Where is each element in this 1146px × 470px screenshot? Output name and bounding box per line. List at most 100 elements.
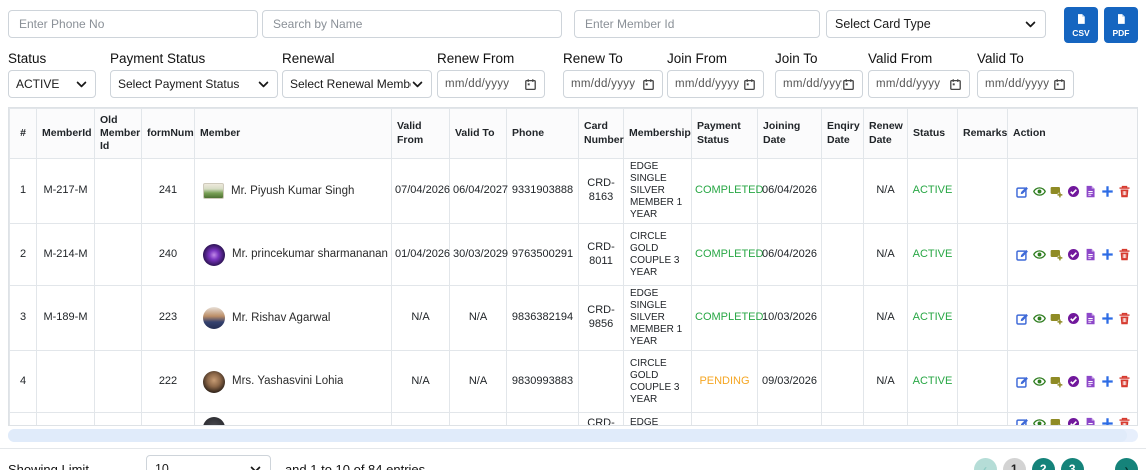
pagination-next-button[interactable]: › [1115,457,1138,470]
delete-icon[interactable] [1118,312,1131,325]
approve-icon[interactable] [1067,185,1080,198]
view-icon[interactable] [1033,417,1046,425]
view-icon[interactable] [1033,375,1046,388]
filter-label-join-to: Join To [775,51,818,66]
cell-payment-status: COMPLETED [691,223,763,286]
invoice-icon[interactable] [1084,248,1097,261]
cell-membership: EDGE SILVER [623,412,692,425]
cell-num: 3 [9,285,37,351]
join-to-date-input[interactable]: mm/dd/yyyy [775,70,863,98]
invoice-icon[interactable] [1084,185,1097,198]
payment-status-select[interactable]: Select Payment Status [110,70,278,98]
renew-from-date-input[interactable]: mm/dd/yyyy [437,70,545,98]
cell-joining-date: 10/03/2026 [757,285,822,351]
filter-group-valid-from: Valid From mm/dd/yyyy [868,51,970,98]
cell-num: 4 [9,350,37,413]
valid-from-date-input[interactable]: mm/dd/yyyy [868,70,970,98]
view-icon[interactable] [1033,312,1046,325]
add-icon[interactable] [1101,248,1114,261]
invoice-icon[interactable] [1084,312,1097,325]
pagination: ‹ 1 2 3.... › [973,457,1138,470]
approve-icon[interactable] [1067,248,1080,261]
cell-member-id: M-214-M [36,223,95,286]
renewal-select[interactable]: Select Renewal Members [282,70,432,98]
delete-icon[interactable] [1118,185,1131,198]
renew-to-date-input[interactable]: mm/dd/yyyy [563,70,663,98]
cell-old-member-id [94,158,142,224]
add-icon[interactable] [1101,375,1114,388]
cell-old-member-id [94,350,142,413]
cell-form-num [141,412,195,425]
card-add-icon[interactable] [1050,248,1063,261]
cell-joining-date: 09/03/2026 [757,350,822,413]
export-pdf-button[interactable]: PDF [1104,7,1138,43]
cell-joining-date: 06/04/2026 [757,223,822,286]
calendar-icon [842,78,855,91]
horizontal-scrollbar-thumb[interactable] [8,429,1127,442]
card-type-select[interactable]: Select Card Type [826,10,1046,38]
filter-group-status: Status ACTIVE [8,51,96,98]
view-icon[interactable] [1033,248,1046,261]
delete-icon[interactable] [1118,375,1131,388]
valid-to-date-input[interactable]: mm/dd/yyyy [977,70,1074,98]
member-name: Mr. Piyush Kumar Singh [231,184,355,197]
pdf-button-label: PDF [1112,27,1130,38]
cell-status: ACTIVE [907,350,958,413]
column-header-memberid: MemberId [36,108,95,159]
csv-button-label: CSV [1072,27,1090,38]
invoice-icon[interactable] [1084,375,1097,388]
cell-num: 1 [9,158,37,224]
edit-icon[interactable] [1016,375,1029,388]
pagination-page-1[interactable]: 1 [1002,457,1026,470]
add-icon[interactable] [1101,417,1114,425]
delete-icon[interactable] [1118,248,1131,261]
cell-payment-status [691,412,758,425]
cell-membership: CIRCLE GOLD COUPLE 3 YEAR [623,350,692,413]
export-csv-button[interactable]: CSV [1064,7,1098,43]
cell-renew-date: N/A [863,158,908,224]
cell-card-number [578,350,624,413]
name-search-input[interactable] [262,10,562,38]
view-icon[interactable] [1033,185,1046,198]
member-id-search-input[interactable] [574,10,820,38]
edit-icon[interactable] [1016,417,1029,425]
delete-icon[interactable] [1118,417,1131,425]
invoice-icon[interactable] [1084,417,1097,425]
limit-select[interactable]: 10 [145,455,271,470]
filter-label-renewal: Renewal [282,51,335,66]
member-name: Mr. Rishav Agarwal [232,311,331,324]
card-add-icon[interactable] [1050,312,1063,325]
pagination-page-3[interactable]: 3 [1060,457,1084,470]
add-icon[interactable] [1101,312,1114,325]
table-row: 2 M-214-M 240 Mr. princekumar sharmananand … [9,223,1137,286]
cell-enqiry-date [821,285,864,351]
approve-icon[interactable] [1067,417,1080,425]
column-header-joining-date: Joining Date [757,108,822,159]
status-select[interactable]: ACTIVE [8,70,96,98]
card-add-icon[interactable] [1050,185,1063,198]
filter-group-renew-to: Renew To mm/dd/yyyy [563,51,663,98]
card-add-icon[interactable] [1050,417,1063,425]
cell-action [1007,223,1137,286]
member-name: Mrs. Yashasvini Lohia [232,375,344,388]
filter-label-join-from: Join From [667,51,728,66]
phone-search-input[interactable] [8,10,258,38]
join-from-date-input[interactable]: mm/dd/yyyy [667,70,764,98]
pagination-prev-button[interactable]: ‹ [973,457,997,470]
members-table-container: # MemberId Old Member Id formNum Member Valid… [8,107,1138,426]
cell-member: Mr. Piyush Kumar Singh [194,158,392,224]
column-header-member: Member [194,108,392,159]
card-add-icon[interactable] [1050,375,1063,388]
cell-joining-date [757,412,822,425]
approve-icon[interactable] [1067,375,1080,388]
pagination-page-2[interactable]: 2 [1031,457,1055,470]
cell-remarks [957,223,1008,286]
approve-icon[interactable] [1067,312,1080,325]
cell-form-num: 240 [141,223,195,286]
edit-icon[interactable] [1016,312,1029,325]
edit-icon[interactable] [1016,248,1029,261]
cell-phone: 9331903888 [506,158,579,224]
add-icon[interactable] [1101,185,1114,198]
horizontal-scrollbar[interactable] [8,429,1138,442]
edit-icon[interactable] [1016,185,1029,198]
